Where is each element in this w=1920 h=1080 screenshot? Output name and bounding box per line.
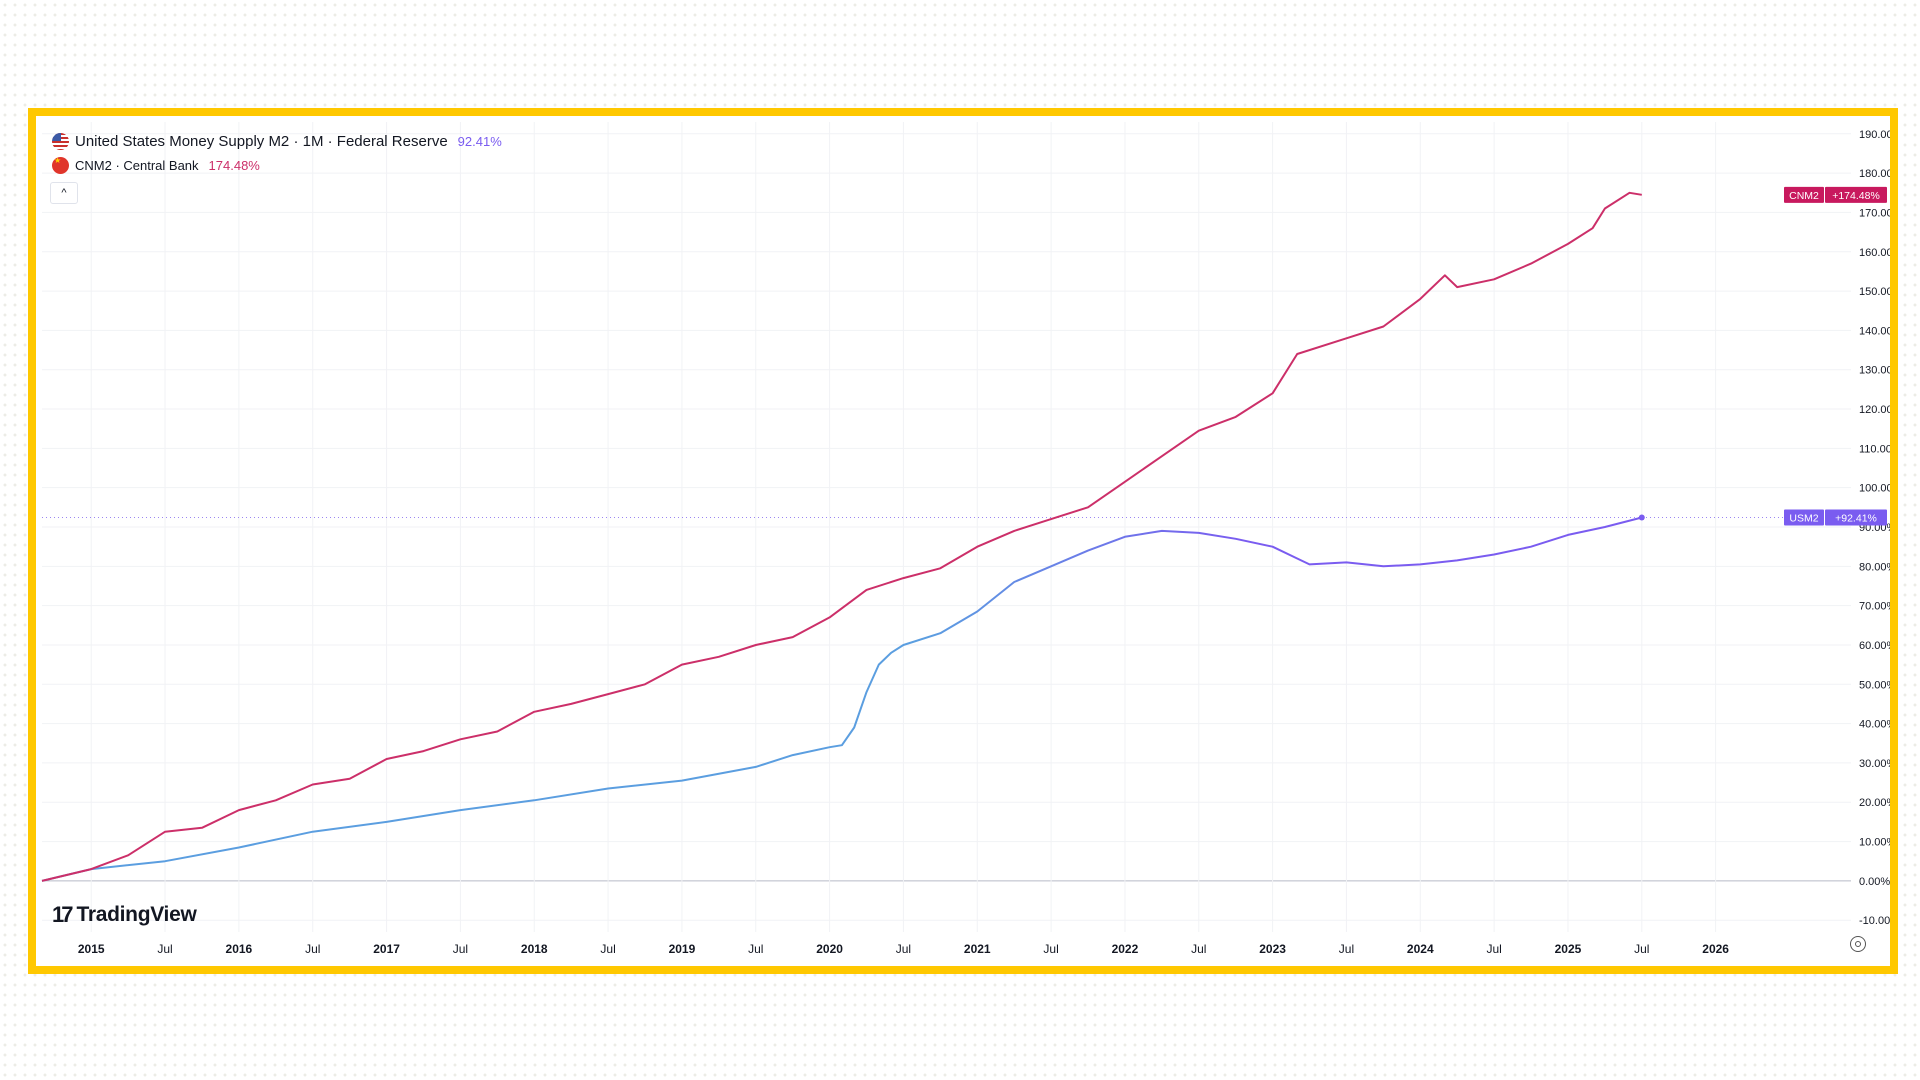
y-tick-label: 70.00% [1859,601,1890,613]
legend-cn-title: CNM2 · Central Bank [75,157,199,173]
x-tick-label: 2021 [964,942,991,956]
x-tick-label: Jul [1486,942,1501,956]
us-flag-icon [52,132,69,150]
y-tick-label: 140.00% [1859,325,1890,337]
price-tag-name: CNM2 [1789,190,1819,202]
x-tick-label: 2026 [1702,942,1729,956]
price-tag-value: +92.41% [1835,513,1877,525]
y-tick-label: 10.00% [1859,837,1890,849]
y-tick-label: 20.00% [1859,797,1890,809]
legend-us-m2[interactable]: United States Money Supply M2 · 1M · Fed… [52,130,502,152]
chart-settings-icon[interactable] [1850,936,1866,952]
y-tick-label: 130.00% [1859,365,1890,377]
x-tick-label: Jul [1634,942,1649,956]
x-tick-label: Jul [896,942,911,956]
x-tick-label: 2018 [521,942,548,956]
y-tick-label: -10.00% [1859,915,1890,927]
x-tick-label: Jul [748,942,763,956]
x-tick-label: 2019 [669,942,696,956]
y-tick-label: 120.00% [1859,404,1890,416]
x-tick-label: 2016 [226,942,253,956]
x-tick-label: Jul [453,942,468,956]
y-tick-label: 80.00% [1859,561,1890,573]
price-tag-name-box [1784,509,1824,526]
y-tick-label: 160.00% [1859,247,1890,259]
price-tag-name: USM2 [1789,513,1818,525]
china-flag-icon [52,156,69,174]
tradingview-logo-text: TradingView [76,903,197,926]
y-tick-label: 170.00% [1859,207,1890,219]
legend-us-value: 92.41% [457,133,502,149]
y-tick-label: 190.00% [1859,129,1890,141]
y-tick-label: 150.00% [1859,286,1890,298]
collapse-legend-button[interactable]: ^ [50,182,78,204]
series-line-us-m2 [41,516,1643,882]
x-tick-label: Jul [1339,942,1354,956]
y-tick-label: 110.00% [1859,443,1890,455]
legend-us-title: United States Money Supply M2 · 1M · Fed… [75,132,448,150]
x-tick-label: Jul [600,942,615,956]
us-last-point [1638,514,1645,521]
y-tick-label: 60.00% [1859,640,1890,652]
legend-cnm2[interactable]: CNM2 · Central Bank 174.48% [52,154,260,176]
x-tick-label: Jul [1043,942,1058,956]
legend-cn-value: 174.48% [208,157,260,173]
chart-canvas: 190.00%180.00%170.00%160.00%150.00%140.0… [41,122,1890,956]
y-tick-label: 100.00% [1859,483,1890,495]
x-tick-label: 2023 [1259,942,1286,956]
y-tick-label: 180.00% [1859,168,1890,180]
price-tag-value-box [1825,186,1887,203]
tradingview-logo-icon: 17 [52,902,74,927]
price-tag-value: +174.48% [1832,190,1880,202]
x-tick-label: 2020 [816,942,843,956]
chart-frame: 190.00%180.00%170.00%160.00%150.00%140.0… [28,108,1898,974]
x-tick-label: 2025 [1555,942,1582,956]
x-tick-label: Jul [1191,942,1206,956]
x-tick-label: 2024 [1407,942,1434,956]
x-tick-label: 2022 [1112,942,1139,956]
y-tick-label: 0.00% [1859,876,1890,888]
series-line-cnm2 [41,191,1642,882]
x-tick-label: Jul [157,942,172,956]
y-tick-label: 30.00% [1859,758,1890,770]
x-tick-label: Jul [305,942,320,956]
price-tag-name-box [1784,186,1824,203]
x-tick-label: 2015 [78,942,105,956]
x-tick-label: 2017 [373,942,400,956]
y-tick-label: 50.00% [1859,679,1890,691]
price-tag-value-box [1825,509,1887,526]
tradingview-logo: 17 TradingView [52,902,197,928]
y-tick-label: 40.00% [1859,719,1890,731]
